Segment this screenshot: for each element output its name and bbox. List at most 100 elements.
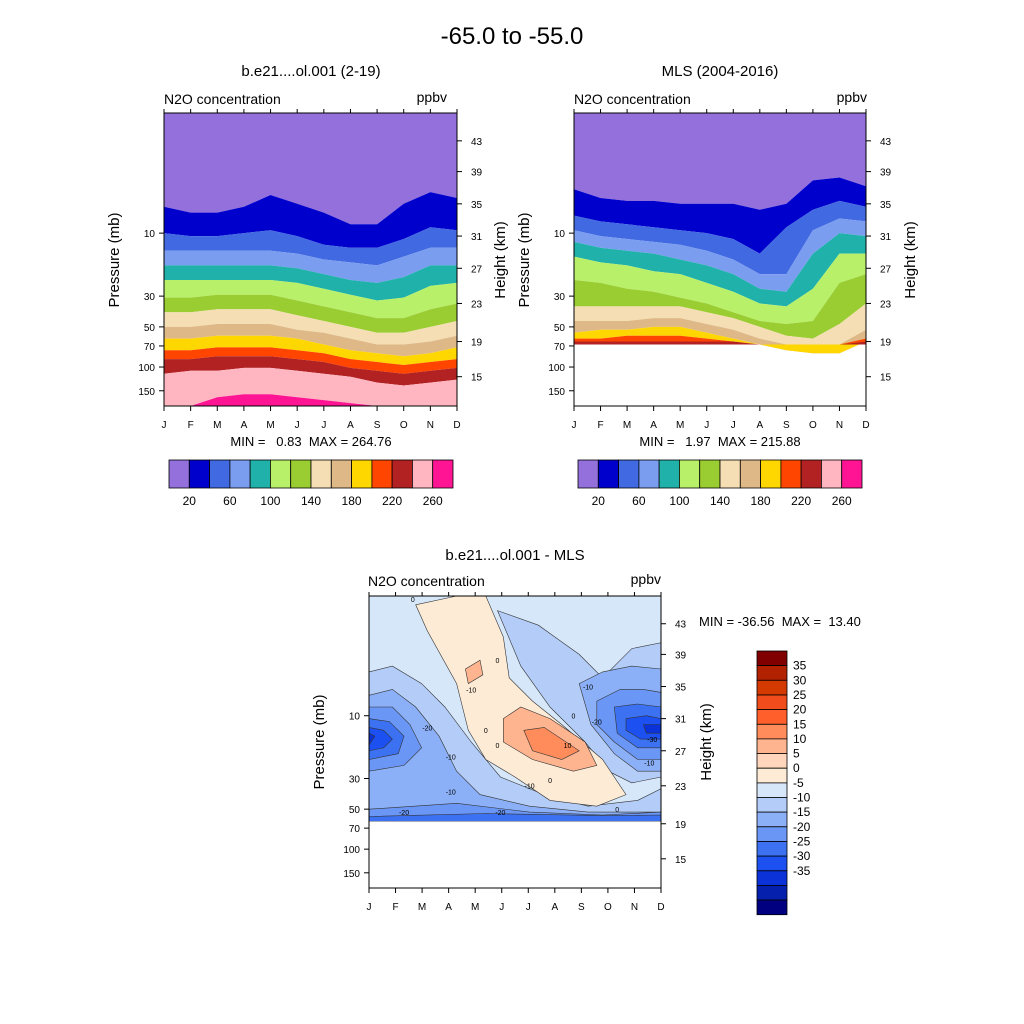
pressure-tick-label: 100 xyxy=(548,363,565,374)
plot-frame xyxy=(163,112,458,407)
colorbar-label: 15 xyxy=(793,717,807,731)
colorbar-swatch xyxy=(209,459,231,489)
x-tick-label: F xyxy=(392,902,398,913)
height-tick-label: 27 xyxy=(880,264,892,275)
colorbar-swatch xyxy=(432,459,454,489)
pressure-tick-label: 100 xyxy=(343,845,360,856)
colorbar-label: 100 xyxy=(260,494,280,508)
contour-band xyxy=(164,294,457,333)
x-tick-label: N xyxy=(427,420,434,431)
pressure-tick-label: 100 xyxy=(138,363,155,374)
colorbar-swatch xyxy=(756,841,788,857)
x-tick-label: S xyxy=(374,420,381,431)
difference-panel: b.e21....ol.001 - MLS N2O concentration … xyxy=(311,547,861,916)
pressure-tick-label: 70 xyxy=(554,342,566,353)
x-tick-label: M xyxy=(623,420,631,431)
x-tick-label: M xyxy=(418,902,426,913)
x-tick-label: J xyxy=(367,902,372,913)
pressure-tick-label: 70 xyxy=(349,824,361,835)
pressure-tick-label: 150 xyxy=(548,387,565,398)
colorbar-swatch xyxy=(330,459,352,489)
contour-label: -10 xyxy=(583,684,593,691)
colorbar-swatch xyxy=(756,855,788,872)
x-tick-label: J xyxy=(321,420,326,431)
colorbar-label: 140 xyxy=(710,494,730,508)
colorbar-swatch xyxy=(188,459,211,489)
x-tick-label: O xyxy=(604,902,612,913)
colorbar-swatch xyxy=(756,650,788,667)
pressure-tick-label: 30 xyxy=(554,292,566,303)
variable-label: N2O concentration xyxy=(368,573,485,589)
colorbar-swatch xyxy=(760,459,782,489)
axes: J F M A M J J A S O N D 10 30 50 70 100 150 43 39 35 31 27 23 19… xyxy=(138,109,483,431)
height-tick-label: 19 xyxy=(880,338,892,349)
contour-band xyxy=(574,318,866,354)
colorbar-swatch xyxy=(756,782,788,799)
colorbar-label: 260 xyxy=(423,494,443,508)
plot-frame xyxy=(368,595,662,889)
contour-band xyxy=(164,280,457,319)
x-tick-label: F xyxy=(188,420,194,431)
contour-label: 10 xyxy=(564,743,572,750)
colorbar-swatch xyxy=(756,797,788,813)
colorbar-swatch xyxy=(756,870,788,886)
colorbar-swatch xyxy=(756,738,788,755)
x-tick-label: J xyxy=(731,420,736,431)
variable-label: N2O concentration xyxy=(574,91,691,107)
pressure-tick-label: 10 xyxy=(144,229,156,240)
pressure-tick-label: 30 xyxy=(144,292,156,303)
contour-band xyxy=(523,727,580,760)
height-tick-label: 23 xyxy=(471,299,483,310)
contour-label: -10 xyxy=(644,760,654,767)
colorbar-label: 60 xyxy=(632,494,646,508)
contour-band xyxy=(574,113,866,210)
contour-band xyxy=(164,309,457,345)
x-tick-label: A xyxy=(445,902,452,913)
pressure-tick-label: 30 xyxy=(349,775,361,786)
contour-band xyxy=(574,218,866,292)
height-tick-label: 39 xyxy=(880,168,892,179)
colorbar-label: -35 xyxy=(793,864,811,878)
height-tick-label: 15 xyxy=(675,855,687,866)
x-tick-label: A xyxy=(756,420,763,431)
colorbar: 20 60 100 140 180 220 260 xyxy=(577,459,863,508)
x-tick-label: A xyxy=(241,420,248,431)
colorbar-swatch xyxy=(310,459,332,489)
contour-band xyxy=(164,356,457,386)
x-tick-label: M xyxy=(676,420,684,431)
contour-band xyxy=(164,347,457,374)
contour-labels: 0 0 0 0 0 0 0 -10 -10 -10 -10 -20 -20 -20 -20 -30 10 -10 -… xyxy=(399,597,657,817)
min-max-stats: MIN = 1.97 MAX = 215.88 xyxy=(639,434,800,449)
colorbar-swatch xyxy=(756,679,788,696)
colorbar-label: 220 xyxy=(382,494,402,508)
x-tick-label: F xyxy=(597,420,603,431)
height-tick-label: 31 xyxy=(675,715,687,726)
mls-contour-fill xyxy=(574,113,866,354)
contour-band xyxy=(574,274,866,339)
contour-label: 0 xyxy=(571,714,575,721)
pressure-tick-label: 10 xyxy=(349,712,361,723)
contour-band xyxy=(164,324,457,357)
contour-band xyxy=(574,341,866,345)
contour-label: -10 xyxy=(525,784,535,791)
contour-label: -10 xyxy=(446,790,456,797)
colorbar-swatch xyxy=(756,753,788,769)
difference-contour-fill xyxy=(368,595,662,888)
pressure-tick-label: 50 xyxy=(144,323,156,334)
x-tick-label: O xyxy=(809,420,817,431)
contour-label: -20 xyxy=(422,725,432,732)
x-tick-label: S xyxy=(783,420,790,431)
x-tick-label: D xyxy=(862,420,869,431)
colorbar-label: 35 xyxy=(793,659,807,673)
contour-label: 0 xyxy=(484,728,488,735)
colorbar-label: -25 xyxy=(793,834,811,848)
height-tick-label: 27 xyxy=(675,747,687,758)
contour-label: -10 xyxy=(446,755,456,762)
panel-title: b.e21....ol.001 (2-19) xyxy=(241,63,380,80)
contour-label: 0 xyxy=(615,807,619,814)
height-tick-label: 43 xyxy=(880,137,892,148)
height-tick-label: 43 xyxy=(471,137,483,148)
contour-band xyxy=(574,326,866,354)
